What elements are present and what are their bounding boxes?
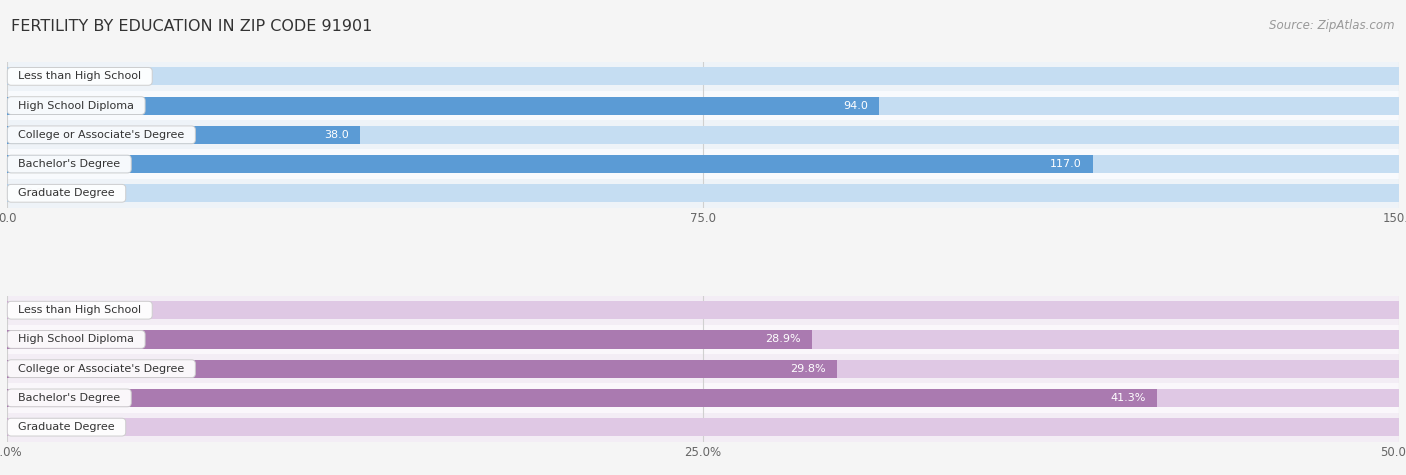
Text: Graduate Degree: Graduate Degree (11, 188, 122, 198)
Text: 117.0: 117.0 (1050, 159, 1081, 169)
Text: 94.0: 94.0 (844, 101, 868, 111)
Text: Less than High School: Less than High School (11, 305, 148, 315)
Text: 41.3%: 41.3% (1111, 393, 1146, 403)
Bar (7, 179, 1399, 208)
Text: 0.0: 0.0 (25, 71, 42, 81)
Text: High School Diploma: High School Diploma (11, 334, 141, 344)
Bar (7, 155, 1092, 173)
Text: 28.9%: 28.9% (765, 334, 800, 344)
Bar (7, 360, 1399, 378)
Text: 0.0%: 0.0% (25, 422, 53, 432)
Bar (7, 418, 1399, 436)
Bar (7, 360, 837, 378)
Bar (7, 150, 1399, 179)
Text: 0.0: 0.0 (25, 188, 42, 198)
Bar (7, 331, 811, 349)
Text: 0.0%: 0.0% (25, 305, 53, 315)
Bar (7, 96, 1399, 114)
Bar (7, 126, 1399, 144)
Text: FERTILITY BY EDUCATION IN ZIP CODE 91901: FERTILITY BY EDUCATION IN ZIP CODE 91901 (11, 19, 373, 34)
Bar (7, 389, 1399, 407)
Text: 38.0: 38.0 (323, 130, 349, 140)
Bar (7, 301, 8, 319)
Text: High School Diploma: High School Diploma (11, 101, 141, 111)
Bar (7, 91, 1399, 120)
Bar (7, 155, 1399, 173)
Bar (7, 412, 1399, 442)
Bar (7, 354, 1399, 383)
Bar (7, 389, 1157, 407)
Bar (7, 126, 360, 144)
Bar (7, 301, 1399, 319)
Text: Source: ZipAtlas.com: Source: ZipAtlas.com (1270, 19, 1395, 32)
Bar (7, 96, 879, 114)
Bar (7, 331, 1399, 349)
Text: College or Associate's Degree: College or Associate's Degree (11, 364, 191, 374)
Text: Bachelor's Degree: Bachelor's Degree (11, 159, 128, 169)
Bar (7, 184, 1399, 202)
Text: 29.8%: 29.8% (790, 364, 825, 374)
Bar (7, 383, 1399, 412)
Text: Bachelor's Degree: Bachelor's Degree (11, 393, 128, 403)
Bar (7, 120, 1399, 150)
Bar (7, 325, 1399, 354)
Text: Less than High School: Less than High School (11, 71, 148, 81)
Bar (7, 295, 1399, 325)
Bar (7, 418, 8, 436)
Text: Graduate Degree: Graduate Degree (11, 422, 122, 432)
Bar (7, 67, 1399, 86)
Text: College or Associate's Degree: College or Associate's Degree (11, 130, 191, 140)
Bar (7, 62, 1399, 91)
